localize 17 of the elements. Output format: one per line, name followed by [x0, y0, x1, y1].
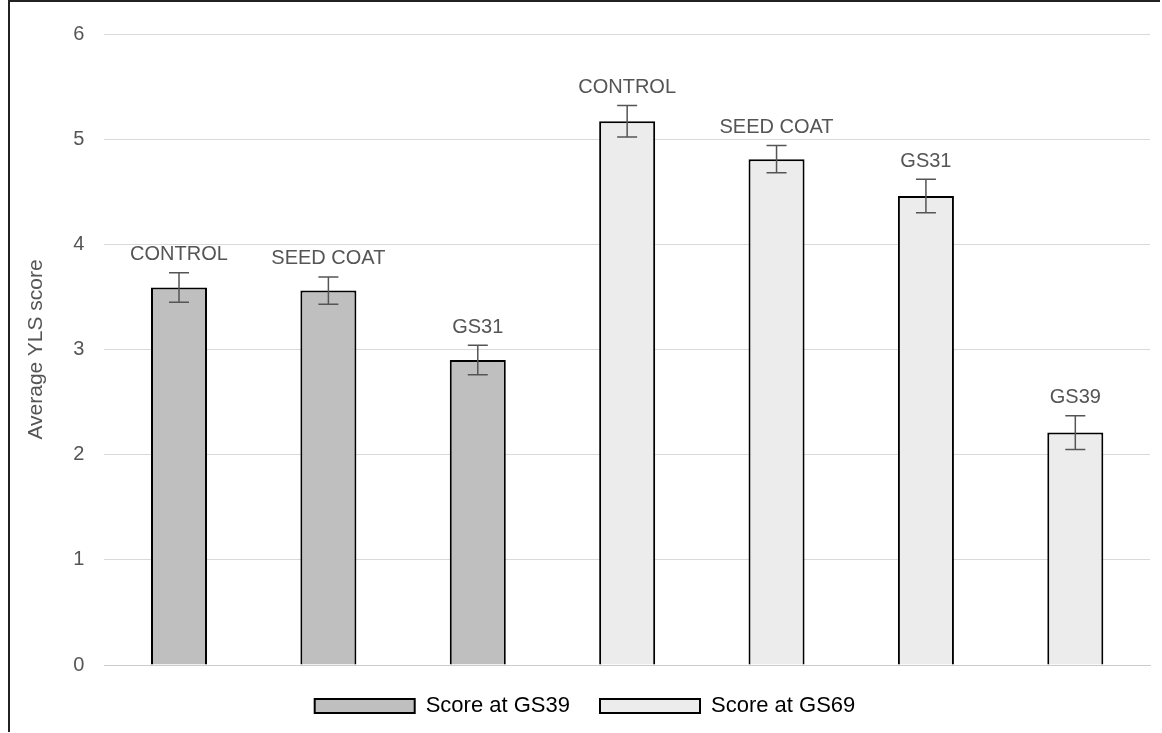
- y-tick-label: 3: [73, 337, 85, 360]
- y-tick-label: 5: [73, 126, 85, 149]
- y-tick-label: 1: [73, 547, 85, 570]
- y-tick-label: 4: [73, 231, 85, 254]
- x-tick-label: SEED COAT: [271, 246, 386, 269]
- y-axis-title: Average YLS score: [23, 259, 47, 440]
- y-tick-label: 2: [73, 442, 85, 465]
- x-tick-label: CONTROL: [130, 242, 228, 265]
- x-tick-label: GS39: [1049, 385, 1101, 408]
- x-tick-label: GS31: [900, 148, 952, 171]
- y-tick-label: 6: [73, 21, 85, 44]
- legend-label: Score at GS69: [711, 692, 856, 718]
- x-tick-label: CONTROL: [578, 75, 677, 98]
- x-tick-label: SEED COAT: [719, 114, 834, 137]
- x-tick-label: GS31: [452, 314, 504, 337]
- y-tick-label: 0: [73, 652, 85, 675]
- legend-label: Score at GS39: [425, 692, 571, 718]
